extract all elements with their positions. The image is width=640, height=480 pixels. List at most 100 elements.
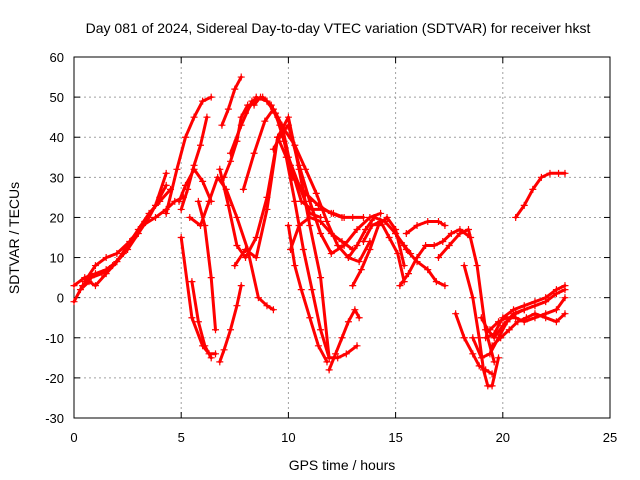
- data-point: [317, 326, 325, 334]
- plot-frame: [73, 56, 611, 419]
- data-point: [207, 274, 215, 282]
- data-point: [510, 306, 518, 314]
- x-tick-label: 15: [388, 430, 402, 445]
- data-point: [486, 350, 494, 358]
- y-tick-label: -30: [45, 411, 64, 426]
- data-point: [482, 334, 490, 342]
- data-point: [357, 266, 365, 274]
- data-point: [224, 201, 232, 209]
- data-point: [162, 209, 170, 217]
- data-point: [237, 73, 245, 81]
- data-point: [392, 229, 400, 237]
- series-track-29: [392, 229, 449, 290]
- data-point: [503, 314, 511, 322]
- data-point: [327, 250, 335, 258]
- data-point: [242, 246, 250, 254]
- data-point: [203, 113, 211, 121]
- data-point: [156, 197, 164, 205]
- data-point: [552, 286, 560, 294]
- data-point: [340, 213, 348, 221]
- data-point: [432, 278, 440, 286]
- data-point: [196, 141, 204, 149]
- data-point: [430, 242, 438, 250]
- data-point: [317, 229, 325, 237]
- data-point: [332, 350, 340, 358]
- data-point: [383, 213, 391, 221]
- data-point: [499, 322, 507, 330]
- grid: [74, 57, 610, 418]
- data-point: [201, 221, 209, 229]
- data-point: [190, 165, 198, 173]
- data-point: [81, 278, 89, 286]
- data-point: [542, 294, 550, 302]
- data-point: [151, 213, 159, 221]
- data-point: [460, 334, 468, 342]
- series-line: [78, 187, 172, 292]
- data-point: [424, 217, 432, 225]
- data-point: [302, 189, 310, 197]
- data-point: [488, 342, 496, 350]
- series-track-24: [284, 221, 331, 366]
- data-point: [269, 145, 277, 153]
- data-point: [469, 294, 477, 302]
- data-point: [338, 334, 346, 342]
- data-point: [522, 314, 530, 322]
- data-point: [445, 242, 453, 250]
- data-point: [368, 221, 376, 229]
- data-point: [546, 169, 554, 177]
- y-axis-label: SDTVAR / TECUs: [6, 182, 22, 294]
- series-track-12: [216, 282, 245, 366]
- series-track-25: [325, 306, 363, 374]
- data-point: [495, 354, 503, 362]
- series-line: [72, 183, 168, 288]
- data-point: [394, 250, 402, 258]
- data-point: [325, 354, 333, 362]
- data-point: [514, 318, 522, 326]
- data-point: [239, 185, 247, 193]
- data-point: [227, 149, 235, 157]
- series-track-40: [512, 169, 569, 221]
- data-point: [306, 221, 314, 229]
- data-point: [552, 318, 560, 326]
- series-line: [220, 75, 243, 127]
- series-track-36: [477, 286, 569, 342]
- data-point: [233, 242, 241, 250]
- data-point: [297, 286, 305, 294]
- data-point: [91, 282, 99, 290]
- data-point: [413, 254, 421, 262]
- series-line: [164, 95, 213, 215]
- data-point: [177, 234, 185, 241]
- data-point: [413, 221, 421, 229]
- series-track-5: [162, 93, 215, 217]
- data-point: [291, 262, 299, 270]
- data-point: [355, 258, 363, 266]
- data-point: [199, 177, 207, 185]
- series-line: [361, 220, 406, 284]
- data-point: [349, 282, 357, 290]
- data-point: [252, 254, 260, 262]
- data-point: [344, 254, 352, 262]
- data-point: [263, 97, 271, 105]
- data-point: [70, 298, 78, 306]
- data-point: [561, 282, 569, 290]
- data-point: [486, 326, 494, 334]
- data-point: [353, 242, 361, 250]
- data-point: [145, 209, 153, 217]
- series-track-27: [349, 213, 408, 290]
- data-point: [181, 181, 189, 189]
- data-point: [113, 258, 121, 266]
- data-point: [306, 213, 314, 221]
- data-point: [126, 238, 134, 246]
- data-point: [252, 234, 260, 241]
- data-point: [278, 121, 286, 129]
- data-point: [177, 205, 185, 213]
- data-point: [233, 213, 241, 221]
- data-point: [370, 213, 378, 221]
- data-point: [385, 234, 393, 241]
- data-point: [216, 358, 224, 366]
- data-point: [173, 165, 181, 173]
- data-point: [353, 342, 361, 350]
- data-point: [282, 153, 290, 161]
- series-track-13: [218, 73, 245, 129]
- series-track-8: [186, 173, 277, 314]
